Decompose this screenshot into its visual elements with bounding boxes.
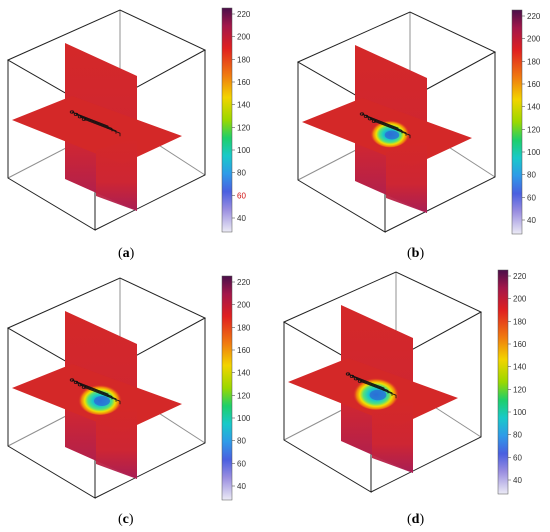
panel-b: 220 200 180 160 140 120 100 80 60 40 xyxy=(296,9,541,235)
colorbar: 220 200 180 160 140 120 100 80 60 40 xyxy=(497,269,527,495)
tube-line xyxy=(83,118,121,137)
colorbar-tick-label: 100 xyxy=(237,414,251,423)
colorbar-gradient xyxy=(221,7,233,233)
heating-tubes xyxy=(359,112,411,139)
colorbar-gradient xyxy=(511,9,523,235)
colorbar-tick-label: 40 xyxy=(237,214,246,223)
colorbar-tick-label: 200 xyxy=(513,295,527,304)
colorbar-tick-label: 40 xyxy=(237,482,246,491)
tube-line xyxy=(373,120,411,139)
colorbar-tick-label: 180 xyxy=(513,317,527,326)
colorbar-tick-label: 200 xyxy=(237,33,251,42)
colorbar-tick-label: 140 xyxy=(513,363,527,372)
tube-line xyxy=(359,380,397,399)
vertical-section-front xyxy=(96,138,137,211)
horizontal-section-plane xyxy=(12,96,182,164)
tube-end xyxy=(73,380,79,385)
tube-end xyxy=(345,372,351,376)
heating-tubes xyxy=(345,372,397,399)
colorbar: 220 200 180 160 140 120 100 80 60 40 xyxy=(221,7,251,233)
tube-line xyxy=(369,118,407,136)
tube-end xyxy=(353,377,359,381)
tube-end xyxy=(349,374,355,379)
panel-label-a: (a) xyxy=(118,246,135,261)
colorbar-tick-label: 220 xyxy=(237,278,251,287)
vertical-section-front xyxy=(96,406,137,479)
tube-end xyxy=(357,379,363,383)
colorbar-tick-label: 100 xyxy=(237,146,251,155)
colorbar-tick-label: 160 xyxy=(513,340,527,349)
tube-line xyxy=(355,378,393,396)
panel-label-d: (d) xyxy=(407,512,424,527)
panel-label-c: (c) xyxy=(118,512,134,527)
heated-zone-core xyxy=(384,130,400,140)
colorbar-tick-label: 80 xyxy=(527,171,536,180)
colorbar-tick-label: 60 xyxy=(527,193,536,202)
vertical-section-front xyxy=(372,400,413,473)
tube-end xyxy=(363,114,369,119)
vertical-section-front xyxy=(386,140,427,213)
tube-end xyxy=(359,112,365,116)
tube-end xyxy=(73,112,79,117)
tube-end xyxy=(69,110,75,114)
colorbar-tick-label: 180 xyxy=(527,57,541,66)
colorbar-tick-label: 180 xyxy=(237,55,251,64)
colorbar-tick-label: 120 xyxy=(513,385,527,394)
colorbar-tick-label: 60 xyxy=(237,459,246,468)
colorbar-gradient xyxy=(497,269,509,495)
colorbar-tick-label: 80 xyxy=(237,169,246,178)
colorbar-tick-label: 40 xyxy=(527,216,536,225)
colorbar-tick-label: 60 xyxy=(237,191,246,200)
tube-line xyxy=(79,384,117,402)
colorbar-tick-label: 160 xyxy=(237,78,251,87)
colorbar-tick-label: 180 xyxy=(237,323,251,332)
colorbar-tick-label: 200 xyxy=(527,35,541,44)
colorbar-tick-label: 80 xyxy=(237,437,246,446)
colorbar-tick-label: 100 xyxy=(513,408,527,417)
heating-tubes xyxy=(69,110,121,137)
heated-zone-core xyxy=(94,396,110,406)
colorbar-tick-label: 220 xyxy=(513,272,527,281)
tube-line xyxy=(83,386,121,405)
colorbar: 220 200 180 160 140 120 100 80 60 40 xyxy=(511,9,541,235)
colorbar-tick-label: 220 xyxy=(527,12,541,21)
tube-end xyxy=(81,385,87,389)
colorbar-tick-label: 140 xyxy=(527,103,541,112)
colorbar-tick-label: 220 xyxy=(237,10,251,19)
colorbar-tick-label: 160 xyxy=(527,80,541,89)
panel-label-b: (b) xyxy=(407,246,424,261)
colorbar-tick-label: 120 xyxy=(237,391,251,400)
colorbar-tick-label: 80 xyxy=(513,431,522,440)
colorbar-tick-label: 60 xyxy=(513,453,522,462)
tube-end xyxy=(77,115,83,119)
tube-end xyxy=(367,117,373,121)
tube-end xyxy=(371,119,377,123)
tube-line xyxy=(79,116,117,134)
colorbar-tick-label: 140 xyxy=(237,369,251,378)
colorbar-tick-label: 100 xyxy=(527,148,541,157)
colorbar-tick-label: 120 xyxy=(237,123,251,132)
colorbar-tick-label: 140 xyxy=(237,101,251,110)
tube-end xyxy=(81,117,87,121)
colorbar-tick-label: 160 xyxy=(237,346,251,355)
colorbar: 220 200 180 160 140 120 100 80 60 40 xyxy=(221,275,251,501)
panel-c: 220 200 180 160 140 120 100 80 60 40 xyxy=(6,275,251,501)
tube-end xyxy=(69,378,75,382)
panel-d: 220 200 180 160 140 120 100 80 60 40 xyxy=(282,269,527,495)
heated-zone-core xyxy=(369,389,387,401)
panel-a: 220 200 180 160 140 120 100 80 60 40 xyxy=(6,7,251,233)
heating-tubes xyxy=(69,378,121,405)
colorbar-gradient xyxy=(221,275,233,501)
colorbar-tick-label: 40 xyxy=(513,476,522,485)
tube-end xyxy=(77,383,83,387)
colorbar-tick-label: 120 xyxy=(527,125,541,134)
colorbar-tick-label: 200 xyxy=(237,301,251,310)
